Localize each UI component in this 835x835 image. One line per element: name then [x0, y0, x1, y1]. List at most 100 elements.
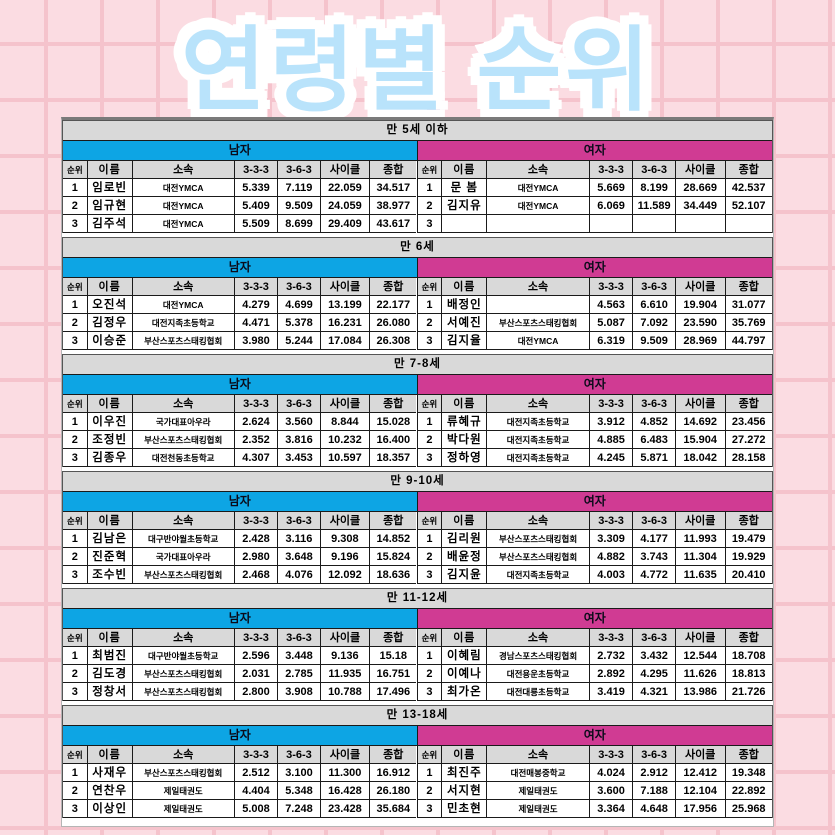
total-cell: 19.929	[725, 548, 772, 566]
col-header: 3-6-3	[633, 395, 676, 413]
cycle-time-cell: 18.042	[675, 449, 726, 467]
page-title: 연령별 순위	[177, 16, 654, 126]
col-header: 소속	[487, 278, 590, 296]
time-333-cell: 3.364	[589, 800, 634, 818]
table-row: 1 최진주 대전매봉중학교 4.024 2.912 12.412 19.348	[417, 764, 773, 782]
cycle-time-cell: 16.231	[320, 314, 371, 332]
rank-cell: 2	[63, 782, 88, 800]
rank-cell: 1	[417, 764, 443, 782]
table-row: 1 임로빈 대전YMCA 5.339 7.119 22.059 34.517	[63, 179, 417, 197]
rank-cell: 3	[417, 566, 443, 584]
time-363-cell: 7.248	[278, 800, 321, 818]
col-header: 3-6-3	[633, 278, 676, 296]
table-row: 3 김지윤 대전지족초등학교 4.003 4.772 11.635 20.410	[417, 566, 773, 584]
table-row: 2 박다원 대전지족초등학교 4.885 6.483 15.904 27.272	[417, 431, 773, 449]
table-row: 3 정하영 대전지족초등학교 4.245 5.871 18.042 28.158	[417, 449, 773, 467]
rank-cell: 3	[417, 215, 443, 233]
name-cell: 사재우	[87, 764, 133, 782]
table-row: 3 최가온 대전대룡초등학교 3.419 4.321 13.986 21.726	[417, 683, 773, 701]
col-header: 종합	[370, 278, 417, 296]
name-cell: 김리원	[442, 530, 488, 548]
time-363-cell: 2.912	[633, 764, 676, 782]
table-row: 2 진준혁 국가대표아우라 2.980 3.648 9.196 15.824	[63, 548, 417, 566]
rank-cell: 2	[417, 431, 443, 449]
rank-cell: 2	[417, 782, 443, 800]
total-cell: 18.813	[725, 665, 772, 683]
team-cell: 대전지족초등학교	[487, 566, 590, 584]
team-cell: 대전용운초등학교	[487, 665, 590, 683]
cycle-time-cell: 15.904	[675, 431, 726, 449]
team-cell: 대전YMCA	[487, 179, 590, 197]
name-cell: 조수빈	[87, 566, 133, 584]
team-cell: 부산스포츠스태킹협회	[132, 566, 235, 584]
cycle-time-cell: 16.428	[320, 782, 371, 800]
col-header: 3-3-3	[234, 278, 279, 296]
time-363-cell: 3.432	[633, 647, 676, 665]
table-row: 2 김지유 대전YMCA 6.069 11.589 34.449 52.107	[417, 197, 773, 215]
column-header-row: 순위 이름 소속 3-3-3 3-6-3 사이클 종합	[63, 512, 417, 530]
table-row: 3 김지율 대전YMCA 6.319 9.509 28.969 44.797	[417, 332, 773, 350]
col-header: 3-6-3	[278, 629, 321, 647]
col-header: 종합	[370, 161, 417, 179]
total-cell: 16.751	[370, 665, 417, 683]
col-header: 3-3-3	[589, 395, 634, 413]
total-cell: 25.968	[725, 800, 772, 818]
gender-header-male: 남자	[63, 141, 417, 161]
age-group-title: 만 5세 이하	[63, 121, 772, 141]
table-row: 1 이우진 국가대표아우라 2.624 3.560 8.844 15.028	[63, 413, 417, 431]
age-section: 만 13-18세 남자 순위 이름 소속 3-3-3 3-6-3 사이클 종합 1 사재우 부산스포츠…	[62, 705, 773, 818]
rank-cell: 2	[63, 197, 88, 215]
time-333-cell: 5.509	[234, 215, 279, 233]
time-333-cell: 4.245	[589, 449, 634, 467]
name-cell: 이우진	[87, 413, 133, 431]
col-header: 순위	[63, 161, 88, 179]
age-section: 만 7-8세 남자 순위 이름 소속 3-3-3 3-6-3 사이클 종합 1 이우진 국가대표아우라…	[62, 354, 773, 467]
column-header-row: 순위 이름 소속 3-3-3 3-6-3 사이클 종합	[63, 161, 417, 179]
table-row: 2 서지현 제일태권도 3.600 7.188 12.104 22.892	[417, 782, 773, 800]
rank-cell: 1	[417, 296, 443, 314]
time-363-cell: 4.699	[278, 296, 321, 314]
time-363-cell: 3.560	[278, 413, 321, 431]
table-row: 3 민초현 제일태권도 3.364 4.648 17.956 25.968	[417, 800, 773, 818]
table-row: 1 김남은 대구반야월초등학교 2.428 3.116 9.308 14.852	[63, 530, 417, 548]
team-cell: 대전천동초등학교	[132, 449, 235, 467]
col-header: 이름	[442, 161, 488, 179]
total-cell: 17.496	[370, 683, 417, 701]
rank-cell: 2	[417, 548, 443, 566]
gender-halves: 남자 순위 이름 소속 3-3-3 3-6-3 사이클 종합 1 최범진 대구반야월초등학교 2.59…	[63, 609, 772, 701]
col-header: 종합	[725, 278, 772, 296]
cycle-time-cell: 13.986	[675, 683, 726, 701]
team-cell: 부산스포츠스태킹협회	[487, 530, 590, 548]
female-results-table: 여자 순위 이름 소속 3-3-3 3-6-3 사이클 종합 1 최진주 대전매봉중학교 4.024 2…	[417, 726, 773, 818]
rank-cell: 3	[63, 449, 88, 467]
name-cell: 배정인	[442, 296, 488, 314]
total-cell: 35.684	[370, 800, 417, 818]
rank-cell: 1	[63, 764, 88, 782]
col-header: 사이클	[675, 629, 726, 647]
female-results-table: 여자 순위 이름 소속 3-3-3 3-6-3 사이클 종합 1 이혜림 경남스포츠스태킹협회 2.7…	[417, 609, 773, 701]
male-results-table: 남자 순위 이름 소속 3-3-3 3-6-3 사이클 종합 1 최범진 대구반야월초등학교 2.59…	[63, 609, 418, 701]
column-header-row: 순위 이름 소속 3-3-3 3-6-3 사이클 종합	[63, 395, 417, 413]
total-cell: 27.272	[725, 431, 772, 449]
col-header: 순위	[417, 746, 443, 764]
team-cell: 대전지족초등학교	[487, 413, 590, 431]
name-cell: 김지윤	[442, 566, 488, 584]
col-header: 3-3-3	[589, 512, 634, 530]
rank-cell: 1	[417, 647, 443, 665]
col-header: 소속	[132, 278, 235, 296]
cycle-time-cell: 9.136	[320, 647, 371, 665]
column-header-row: 순위 이름 소속 3-3-3 3-6-3 사이클 종합	[63, 629, 417, 647]
time-363-cell: 8.199	[633, 179, 676, 197]
gender-header-male: 남자	[63, 492, 417, 512]
age-section: 만 9-10세 남자 순위 이름 소속 3-3-3 3-6-3 사이클 종합 1 김남은 대구반야월초…	[62, 471, 773, 584]
rank-cell: 2	[63, 314, 88, 332]
cycle-time-cell: 12.104	[675, 782, 726, 800]
name-cell: 최가온	[442, 683, 488, 701]
rank-cell: 3	[63, 683, 88, 701]
time-363-cell: 7.119	[278, 179, 321, 197]
gender-halves: 남자 순위 이름 소속 3-3-3 3-6-3 사이클 종합 1 임로빈 대전YMCA 5.339 7.…	[63, 141, 772, 233]
time-333-cell: 4.003	[589, 566, 634, 584]
cycle-time-cell: 13.199	[320, 296, 371, 314]
male-results-table: 남자 순위 이름 소속 3-3-3 3-6-3 사이클 종합 1 김남은 대구반야월초등학교 2.42…	[63, 492, 418, 584]
